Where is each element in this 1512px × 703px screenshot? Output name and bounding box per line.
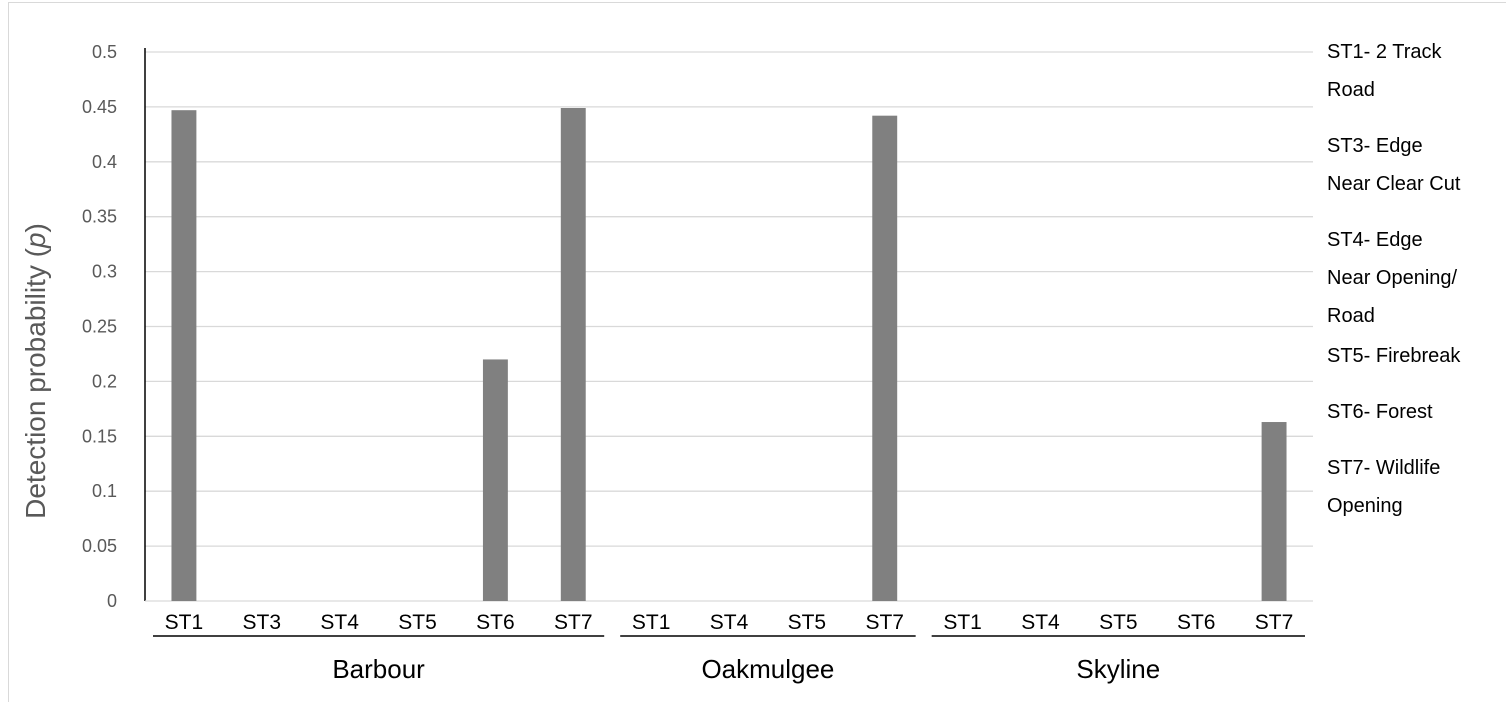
legend-note: ST1- 2 Track Road — [1327, 41, 1442, 101]
y-axis-label-suffix: ) — [20, 223, 51, 232]
y-tick-label: 0.2 — [92, 371, 117, 391]
legend-note: ST6- Forest — [1327, 401, 1433, 423]
y-tick-label: 0.1 — [92, 481, 117, 501]
legend-note-line: ST5- Firebreak — [1327, 345, 1461, 367]
category-label: ST1 — [165, 611, 204, 634]
category-label: ST4 — [1021, 611, 1060, 634]
group-label: Barbour — [332, 654, 425, 684]
y-tick-label: 0.15 — [82, 426, 117, 446]
y-tick-label: 0.45 — [82, 97, 117, 117]
legend-note-line: ST7- Wildlife — [1327, 457, 1440, 479]
legend-note-line: Near Opening/ — [1327, 267, 1458, 289]
legend-note-line: Road — [1327, 79, 1375, 101]
category-label: ST5 — [1099, 611, 1138, 634]
legend-note: ST7- Wildlife Opening — [1327, 457, 1440, 517]
y-tick-label: 0.4 — [92, 152, 117, 172]
group-label: Oakmulgee — [701, 654, 834, 684]
legend-note-line: ST6- Forest — [1327, 401, 1433, 423]
bars — [171, 107, 1287, 602]
y-tick-label: 0.25 — [82, 317, 117, 337]
bar — [560, 107, 586, 602]
legend-note: ST4- Edge Near Opening/Road — [1327, 229, 1458, 327]
y-axis-label: Detection probability (p) — [20, 223, 51, 519]
legend-note-line: Road — [1327, 305, 1375, 327]
legend-note-line: ST3- Edge — [1327, 135, 1423, 157]
category-label: ST1 — [943, 611, 982, 634]
category-label: ST6 — [1177, 611, 1216, 634]
y-tick-labels: 0 0.05 0.1 0.15 0.2 0.25 0.3 0.35 0.4 0.45 0.5 — [82, 42, 117, 611]
y-axis-label-prefix: Detection probability ( — [20, 247, 51, 518]
legend-note-line: ST1- 2 Track — [1327, 41, 1442, 63]
legend-note-line: Opening — [1327, 495, 1403, 517]
y-axis-label-var: p — [20, 232, 51, 249]
category-label: ST5 — [398, 611, 437, 634]
y-tick-label: 0.05 — [82, 536, 117, 556]
y-tick-label: 0.3 — [92, 262, 117, 282]
legend-note-line: ST4- Edge — [1327, 229, 1423, 251]
category-label: ST4 — [710, 611, 749, 634]
group-labels: Barbour Oakmulgee Skyline — [153, 635, 1305, 684]
category-label: ST7 — [865, 611, 904, 634]
legend-note-line: Near Clear Cut — [1327, 173, 1461, 195]
bar — [482, 359, 508, 601]
group-label: Skyline — [1076, 654, 1160, 684]
category-label: ST4 — [320, 611, 359, 634]
y-tick-label: 0.35 — [82, 207, 117, 227]
category-label: ST7 — [1255, 611, 1294, 634]
category-label: ST7 — [554, 611, 593, 634]
chart-frame — [8, 2, 1506, 702]
bar — [872, 115, 898, 602]
category-label: ST3 — [243, 611, 282, 634]
legend-note: ST5- Firebreak — [1327, 345, 1461, 367]
legend-note: ST3- Edge Near Clear Cut — [1327, 135, 1461, 195]
category-label: ST1 — [632, 611, 671, 634]
gridlines — [144, 48, 1313, 602]
y-tick-label: 0.5 — [92, 42, 117, 62]
category-label: ST6 — [476, 611, 515, 634]
bar — [1261, 422, 1287, 601]
bar — [171, 110, 197, 601]
y-tick-label: 0 — [107, 591, 117, 611]
category-labels: ST1 ST3 ST4 ST5 ST6 ST7 ST1 ST4 ST5 ST7 ST1 ST4 ST5 S… — [165, 611, 1294, 634]
category-label: ST5 — [788, 611, 827, 634]
